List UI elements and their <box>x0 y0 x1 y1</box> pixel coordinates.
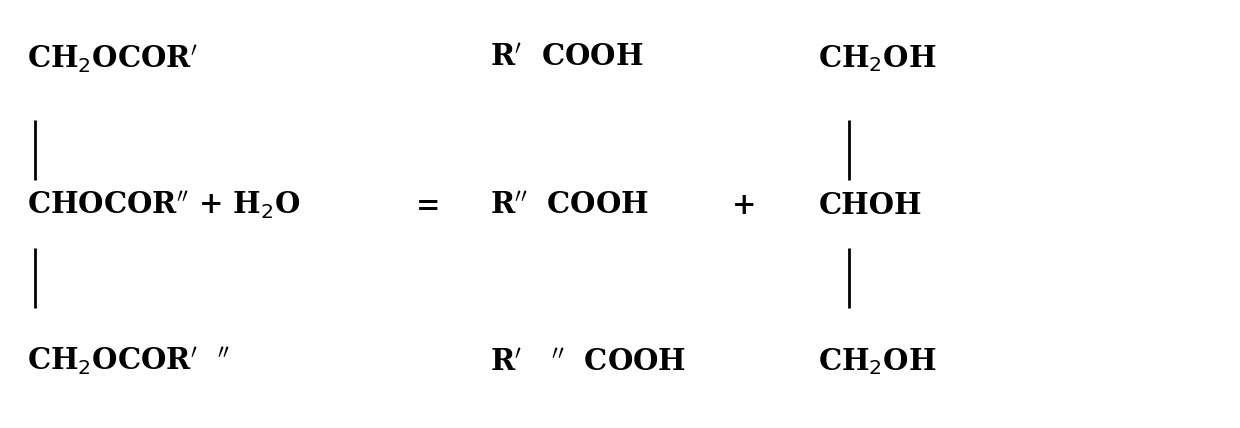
Text: CH$_2$OCOR$'$: CH$_2$OCOR$'$ <box>27 43 198 74</box>
Text: =: = <box>415 191 440 220</box>
Text: CH$_2$OH: CH$_2$OH <box>818 43 936 74</box>
Text: R$'$  COOH: R$'$ COOH <box>490 43 644 72</box>
Text: CH$_2$OH: CH$_2$OH <box>818 346 936 377</box>
Text: R$'$   $''$  COOH: R$'$ $''$ COOH <box>490 348 686 377</box>
Text: CH$_2$OCOR$'$  $''$: CH$_2$OCOR$'$ $''$ <box>27 345 231 377</box>
Text: CHOH: CHOH <box>818 191 921 220</box>
Text: +: + <box>732 191 756 220</box>
Text: CHOCOR$''$ + H$_2$O: CHOCOR$''$ + H$_2$O <box>27 190 301 221</box>
Text: R$''$  COOH: R$''$ COOH <box>490 191 649 220</box>
